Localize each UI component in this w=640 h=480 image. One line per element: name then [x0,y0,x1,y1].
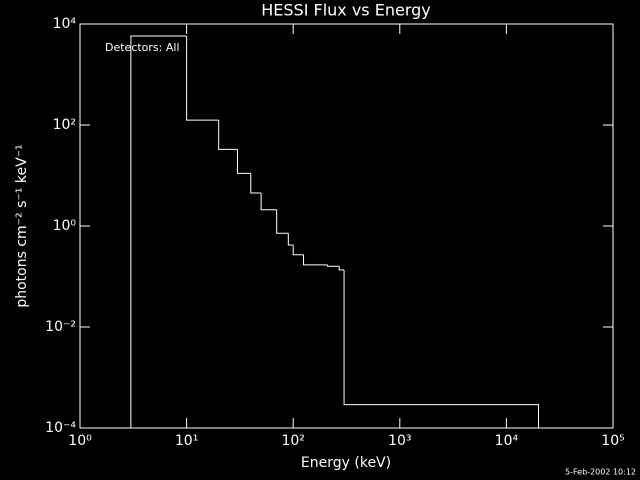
histogram-step [260,193,277,211]
x-tick-label: 10¹ [175,433,198,449]
chart-title: HESSI Flux vs Energy [261,1,431,20]
x-tick-label: 10⁰ [68,433,92,449]
annotation: Detectors: All [105,41,180,54]
y-tick-label: 10⁻⁴ [45,420,76,436]
histogram-step [292,245,304,256]
histogram-step [287,233,294,246]
y-tick-label: 10⁻² [45,319,76,335]
histogram-step [303,254,328,266]
x-tick-label: 10⁴ [495,433,519,449]
y-axis-label: photons cm⁻² s⁻¹ keV⁻¹ [14,144,30,307]
histogram-step [218,120,238,150]
x-tick-label: 10³ [388,433,411,449]
y-tick-label: 10⁰ [53,218,77,234]
y-tick-label: 10⁴ [53,16,77,32]
histogram-step [276,209,289,234]
x-tick-label: 10⁵ [601,433,624,449]
histogram-step [338,266,345,271]
histogram-step [130,35,187,428]
timestamp: 5-Feb-2002 10:12 [565,468,636,477]
histogram-step [236,149,251,174]
histogram-step [343,269,539,428]
histogram-step [250,173,262,194]
histogram-step [186,35,219,121]
x-tick-label: 10² [281,433,304,449]
histogram-step [327,264,340,267]
plot-frame [79,23,614,429]
x-axis-label: Energy (keV) [301,455,391,471]
y-tick-label: 10² [53,117,76,133]
